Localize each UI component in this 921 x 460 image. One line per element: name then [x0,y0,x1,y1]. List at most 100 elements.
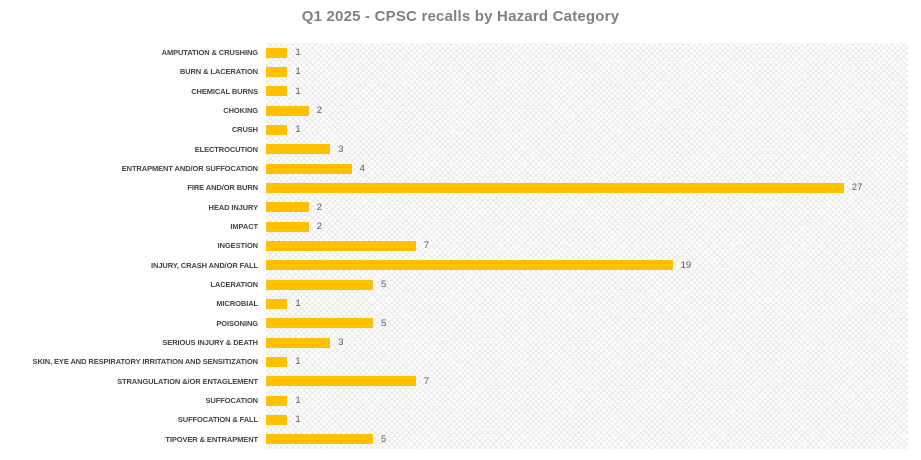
bar [266,144,331,155]
bar-row: FIRE AND/OR BURN 27 [0,178,921,197]
bar-row: ENTRAPMENT AND/OR SUFFOCATION 4 [0,159,921,178]
bar-row: MICROBIAL 1 [0,294,921,313]
value-label: 1 [295,85,301,97]
value-label: 1 [295,47,301,59]
value-label: 1 [295,414,301,426]
bar-row: INGESTION 7 [0,236,921,255]
category-label: ELECTROCUTION [194,144,258,154]
bar-track: 1 [266,391,921,410]
category-label: CRUSH [231,125,258,135]
bar [266,86,288,97]
bar-row: STRANGULATION &/OR ENTAGLEMENT 7 [0,372,921,391]
category-label: FIRE AND/OR BURN [187,183,258,193]
value-label: 5 [381,317,387,329]
category-label: SUFFOCATION & FALL [177,415,258,425]
category-label: AMPUTATION & CRUSHING [161,48,258,58]
category-label: BURN & LACERATION [179,67,258,77]
bar-row: AMPUTATION & CRUSHING 1 [0,43,921,62]
category-label: MICROBIAL [216,299,258,309]
bar [266,163,352,174]
bar-track: 2 [266,217,921,236]
bar-track: 1 [266,120,921,139]
bar-row: SUFFOCATION 1 [0,391,921,410]
chart-title: Q1 2025 - CPSC recalls by Hazard Categor… [301,8,620,25]
bar-track: 19 [266,256,921,275]
bar-row: IMPACT 2 [0,217,921,236]
category-label: POISONING [216,318,258,328]
bar-row: CHEMICAL BURNS 1 [0,82,921,101]
bar [266,414,288,425]
category-label: SKIN, EYE AND RESPIRATORY IRRITATION AND… [32,357,259,367]
bar-row: SERIOUS INJURY & DEATH 3 [0,333,921,352]
bar-row: ELECTROCUTION 3 [0,140,921,159]
value-label: 19 [680,259,692,271]
bar-row: INJURY, CRASH AND/OR FALL 19 [0,256,921,275]
bar-track: 5 [266,314,921,333]
value-label: 1 [295,395,301,407]
bar-track: 1 [266,352,921,371]
value-label: 1 [295,356,301,368]
bar-row: SUFFOCATION & FALL 1 [0,410,921,429]
bar-row: CRUSH 1 [0,120,921,139]
bar-row: LACERATION 5 [0,275,921,294]
category-label: STRANGULATION &/OR ENTAGLEMENT [117,376,258,386]
value-label: 2 [316,201,323,213]
bar-track: 4 [266,159,921,178]
bar [266,279,373,290]
bar-track: 3 [266,333,921,352]
bar-track: 7 [266,372,921,391]
bar-track: 2 [266,101,921,120]
bar-track: 5 [266,275,921,294]
bar-track: 1 [266,43,921,62]
category-label: SERIOUS INJURY & DEATH [162,338,258,348]
value-label: 2 [316,105,323,117]
bar-row: SKIN, EYE AND RESPIRATORY IRRITATION AND… [0,352,921,371]
bar-row: CHOKING 2 [0,101,921,120]
category-label: TIPOVER & ENTRAPMENT [165,434,258,444]
bar-track: 1 [266,410,921,429]
bar-track: 3 [266,140,921,159]
value-label: 1 [295,298,301,310]
value-label: 5 [381,433,387,445]
value-label: 4 [359,163,365,175]
bar [266,260,673,271]
bar [266,298,288,309]
bar [266,356,288,367]
category-label: LACERATION [210,280,258,290]
bar-row: POISONING 5 [0,314,921,333]
bar [266,434,373,445]
bar [266,240,416,251]
category-label: CHOKING [223,106,258,116]
value-label: 5 [381,279,387,291]
value-label: 7 [423,375,430,387]
category-label: INGESTION [217,241,258,251]
bar [266,395,288,406]
bar-track: 7 [266,236,921,255]
bar-track: 27 [266,178,921,197]
bar-track: 1 [266,294,921,313]
category-label: SUFFOCATION [205,396,258,406]
bar [266,124,288,135]
bar [266,202,309,213]
value-label: 1 [295,124,301,136]
value-label: 7 [423,240,430,252]
bar-track: 1 [266,82,921,101]
value-label: 2 [316,221,323,233]
bar [266,105,309,116]
bar [266,182,844,193]
bar-row: TIPOVER & ENTRAPMENT 5 [0,430,921,449]
bar-row: HEAD INJURY 2 [0,198,921,217]
bar [266,47,288,58]
bar [266,337,331,348]
category-label: CHEMICAL BURNS [191,86,258,96]
bar [266,66,288,77]
category-label: IMPACT [230,222,258,232]
bar-row: BURN & LACERATION 1 [0,62,921,81]
value-label: 3 [338,337,344,349]
bar-track: 5 [266,430,921,449]
bar-track: 2 [266,198,921,217]
bar-track: 1 [266,62,921,81]
value-label: 27 [851,182,863,194]
category-label: HEAD INJURY [208,202,259,212]
